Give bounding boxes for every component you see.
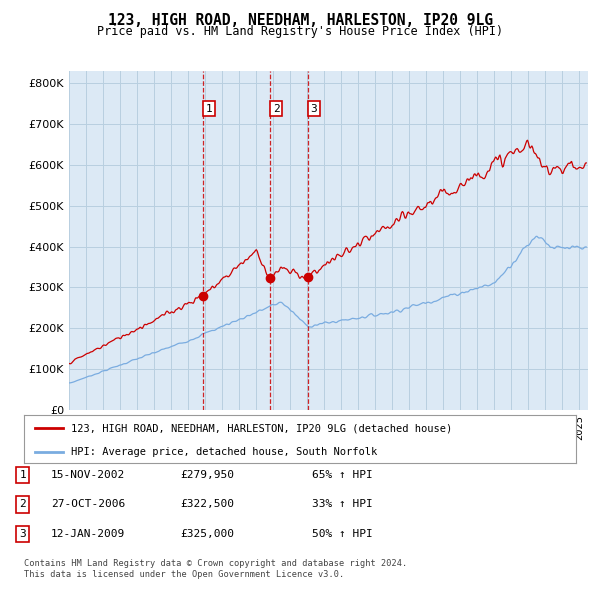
Text: 27-OCT-2006: 27-OCT-2006 [51,500,125,509]
Text: 15-NOV-2002: 15-NOV-2002 [51,470,125,480]
Text: Price paid vs. HM Land Registry's House Price Index (HPI): Price paid vs. HM Land Registry's House … [97,25,503,38]
Text: HPI: Average price, detached house, South Norfolk: HPI: Average price, detached house, Sout… [71,447,377,457]
Text: 3: 3 [19,529,26,539]
Text: £279,950: £279,950 [180,470,234,480]
Text: 3: 3 [310,103,317,113]
Text: 2: 2 [272,103,280,113]
Text: £325,000: £325,000 [180,529,234,539]
Text: 123, HIGH ROAD, NEEDHAM, HARLESTON, IP20 9LG (detached house): 123, HIGH ROAD, NEEDHAM, HARLESTON, IP20… [71,423,452,433]
Text: Contains HM Land Registry data © Crown copyright and database right 2024.: Contains HM Land Registry data © Crown c… [24,559,407,568]
Text: This data is licensed under the Open Government Licence v3.0.: This data is licensed under the Open Gov… [24,571,344,579]
Text: 50% ↑ HPI: 50% ↑ HPI [312,529,373,539]
Text: 12-JAN-2009: 12-JAN-2009 [51,529,125,539]
Text: 33% ↑ HPI: 33% ↑ HPI [312,500,373,509]
Text: 2: 2 [19,500,26,509]
Text: 1: 1 [19,470,26,480]
Text: £322,500: £322,500 [180,500,234,509]
Text: 65% ↑ HPI: 65% ↑ HPI [312,470,373,480]
Text: 123, HIGH ROAD, NEEDHAM, HARLESTON, IP20 9LG: 123, HIGH ROAD, NEEDHAM, HARLESTON, IP20… [107,13,493,28]
Text: 1: 1 [206,103,212,113]
